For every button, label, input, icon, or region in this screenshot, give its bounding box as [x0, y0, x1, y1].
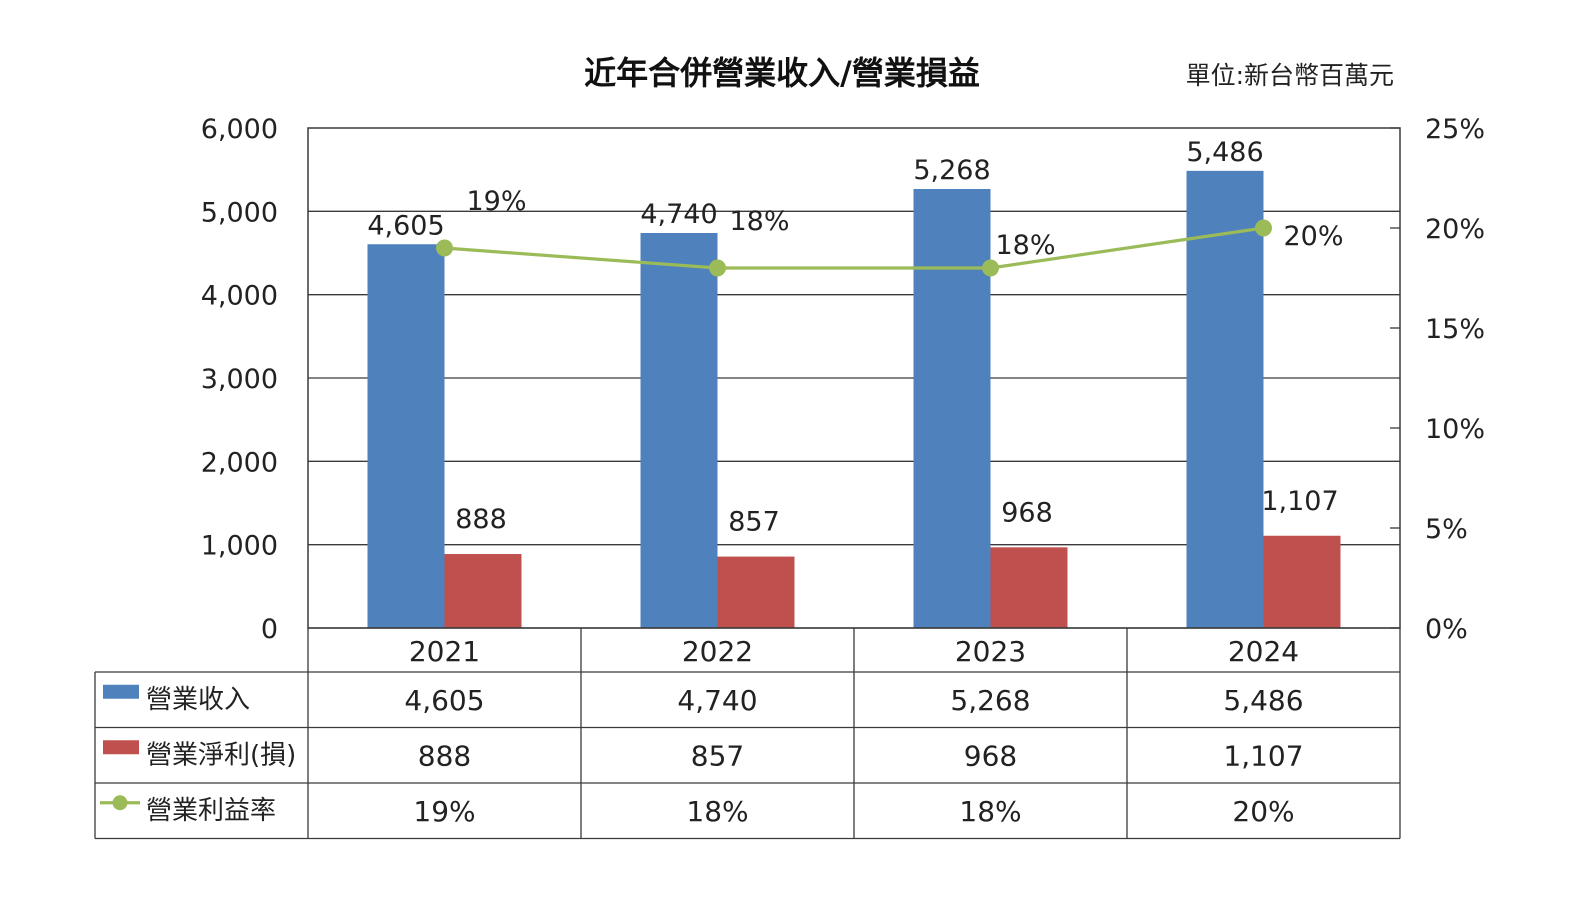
y-left-tick-label: 4,000 [201, 281, 278, 312]
data-label-operating-margin: 18% [729, 206, 789, 237]
bar-revenue [367, 244, 445, 628]
legend-label: 營業收入 [146, 685, 250, 715]
plot-area: 0 1,000 2,000 3,000 4,000 5,000 6,000 0% 5% 10% 15… [201, 114, 1485, 645]
point-operating-margin [982, 259, 999, 277]
table-cell: 18% [959, 795, 1021, 828]
y-left-tick-label: 2,000 [201, 447, 278, 478]
point-operating-margin [436, 239, 453, 257]
y-right-tick-label: 20% [1425, 214, 1485, 245]
legend-swatch-0 [103, 684, 139, 699]
legend-marker-key [112, 795, 128, 811]
data-label-operating-profit: 968 [1001, 497, 1053, 528]
bar-operating-profit [444, 554, 522, 628]
x-tick-label: 2023 [955, 635, 1026, 668]
bar-operating-profit [717, 556, 795, 628]
bar-revenue [913, 189, 991, 628]
data-label-operating-profit: 857 [728, 507, 780, 538]
y-right-tick-label: 10% [1425, 414, 1485, 445]
data-label-operating-profit: 1,107 [1261, 486, 1338, 517]
y-left-tick-label: 5,000 [201, 197, 278, 228]
chart-title: 近年合併營業收入/營業損益 [584, 54, 980, 92]
table-cell: 888 [418, 739, 471, 772]
data-label-operating-margin: 19% [466, 186, 526, 217]
table-cell: 5,486 [1223, 684, 1303, 717]
table-cell: 4,740 [677, 684, 757, 717]
table-cell: 857 [691, 739, 744, 772]
data-table: 2021 2022 2023 2024 營業收入 4,605 4,740 5,268 5,486… [94, 627, 1401, 840]
y-left-tick-label: 6,000 [201, 114, 278, 145]
x-tick-label: 2024 [1228, 635, 1299, 668]
x-tick-label: 2022 [682, 635, 753, 668]
point-operating-margin [1255, 219, 1272, 237]
data-label-operating-profit: 888 [455, 504, 507, 535]
table-cell: 4,605 [404, 684, 484, 717]
legend-swatch-1 [103, 740, 139, 755]
data-label-revenue: 5,268 [913, 155, 990, 186]
data-label-operating-margin: 20% [1283, 221, 1343, 252]
bar-revenue [1186, 170, 1264, 629]
y-right-tick-label: 15% [1425, 314, 1485, 345]
point-operating-margin [709, 259, 726, 277]
y-left-tick-label: 1,000 [201, 531, 278, 562]
table-cell: 18% [686, 795, 748, 828]
table-cell: 5,268 [950, 684, 1030, 717]
legend-label: 營業淨利(損) [146, 740, 296, 770]
table-cell: 19% [413, 795, 475, 828]
unit-note: 單位:新台幣百萬元 [1186, 61, 1394, 90]
line-operating-margin [444, 226, 1264, 270]
y-right-tick-label: 25% [1425, 114, 1485, 145]
table-cell: 1,107 [1223, 739, 1303, 772]
y-left-tick-label: 0 [261, 614, 278, 645]
table-cell: 20% [1232, 795, 1294, 828]
bar-operating-profit [1263, 535, 1341, 628]
y-right-tick-label: 0% [1425, 614, 1468, 645]
y-left-tick-label: 3,000 [201, 364, 278, 395]
table-cell: 968 [964, 739, 1017, 772]
y-right-tick-label: 5% [1425, 514, 1468, 545]
data-label-revenue: 4,605 [367, 210, 444, 241]
data-label-operating-margin: 18% [995, 230, 1055, 261]
legend-label: 營業利益率 [146, 796, 276, 826]
x-tick-label: 2021 [409, 635, 480, 668]
data-label-revenue: 5,486 [1186, 137, 1263, 168]
bar-revenue [640, 233, 718, 628]
data-label-revenue: 4,740 [640, 199, 717, 230]
bar-operating-profit [990, 547, 1068, 628]
